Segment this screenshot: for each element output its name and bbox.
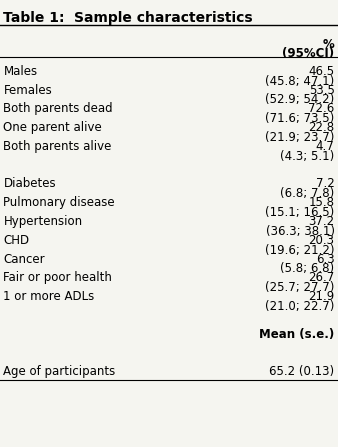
Text: Table 1:: Table 1: <box>3 11 65 25</box>
Text: 15.8: 15.8 <box>309 196 335 209</box>
Text: 26.7: 26.7 <box>308 271 335 284</box>
Text: 21.9: 21.9 <box>308 290 335 303</box>
Text: One parent alive: One parent alive <box>3 121 102 134</box>
Text: Both parents alive: Both parents alive <box>3 140 112 153</box>
Text: Mean (s.e.): Mean (s.e.) <box>259 328 335 341</box>
Text: Both parents dead: Both parents dead <box>3 102 113 115</box>
Text: (4.3; 5.1): (4.3; 5.1) <box>280 150 335 163</box>
Text: CHD: CHD <box>3 234 29 247</box>
Text: 1 or more ADLs: 1 or more ADLs <box>3 290 95 303</box>
Text: Males: Males <box>3 65 38 78</box>
Text: (19.6; 21.2): (19.6; 21.2) <box>265 244 335 257</box>
Text: 65.2 (0.13): 65.2 (0.13) <box>269 365 335 378</box>
Text: 6.3: 6.3 <box>316 253 335 266</box>
Text: 20.3: 20.3 <box>309 234 335 247</box>
Text: Fair or poor health: Fair or poor health <box>3 271 112 284</box>
Text: Sample characteristics: Sample characteristics <box>74 11 253 25</box>
Text: 4.7: 4.7 <box>316 140 335 153</box>
Text: 37.2: 37.2 <box>309 215 335 228</box>
Text: (45.8; 47.1): (45.8; 47.1) <box>265 75 335 88</box>
Text: Age of participants: Age of participants <box>3 365 116 378</box>
Text: (36.3; 38.1): (36.3; 38.1) <box>266 225 335 238</box>
Text: %: % <box>323 38 335 51</box>
Text: (6.8; 7.8): (6.8; 7.8) <box>280 187 335 200</box>
Text: Females: Females <box>3 84 52 97</box>
Text: (21.9; 23.7): (21.9; 23.7) <box>265 131 335 144</box>
Text: 46.5: 46.5 <box>309 65 335 78</box>
Text: (95%CI): (95%CI) <box>283 47 335 60</box>
Text: 72.6: 72.6 <box>308 102 335 115</box>
Text: (25.7; 27.7): (25.7; 27.7) <box>265 281 335 294</box>
Text: Diabetes: Diabetes <box>3 177 56 190</box>
Text: 22.8: 22.8 <box>309 121 335 134</box>
Text: Hypertension: Hypertension <box>3 215 82 228</box>
Text: (21.0; 22.7): (21.0; 22.7) <box>265 300 335 313</box>
Text: (71.6; 73.5): (71.6; 73.5) <box>265 112 335 125</box>
Text: 53.5: 53.5 <box>309 84 335 97</box>
Text: Cancer: Cancer <box>3 253 45 266</box>
Text: (52.9; 54.2): (52.9; 54.2) <box>265 93 335 106</box>
Text: (15.1; 16.5): (15.1; 16.5) <box>265 206 335 219</box>
Text: (5.8; 6.8): (5.8; 6.8) <box>281 262 335 275</box>
Text: Pulmonary disease: Pulmonary disease <box>3 196 115 209</box>
Text: 7.2: 7.2 <box>316 177 335 190</box>
